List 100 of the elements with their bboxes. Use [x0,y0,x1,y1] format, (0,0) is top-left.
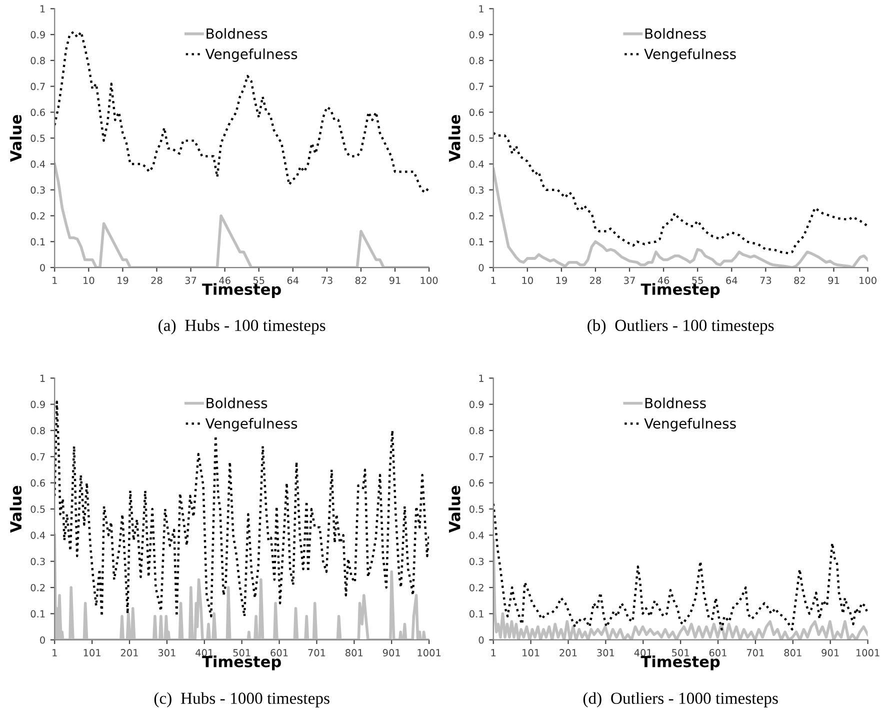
legend-label: Boldness [645,398,706,408]
x-tick-label: 64 [726,276,738,284]
legend-label: Vengefulness [205,48,298,62]
y-tick-label: 0.9 [470,400,484,408]
line-series [493,132,868,254]
x-axis-title: Timestep [202,656,281,670]
y-tick-label: 0 [478,264,484,272]
y-tick-label: 0.4 [30,532,46,539]
y-tick-label: 0.2 [30,212,45,220]
x-tick-label: 19 [556,276,567,284]
x-tick-label: 501 [233,649,250,656]
x-axis-title: Timestep [202,283,281,298]
y-tick-label: 0.1 [470,238,484,246]
y-tick-label: 0.8 [30,426,45,434]
x-tick-label: 100 [420,276,438,284]
x-tick-label: 1 [491,276,496,284]
y-tick-label: 0.9 [470,31,484,38]
x-tick-label: 10 [522,276,533,284]
y-tick-label: 0.4 [30,160,46,168]
y-tick-label: 0.3 [30,558,45,566]
text: (c) Hubs - 1000 timesteps [154,692,330,708]
y-tick-label: 0.8 [30,56,45,64]
legend-label: Vengefulness [205,418,298,432]
x-tick-label: 19 [118,276,128,284]
x-tick-label: 46 [658,276,670,284]
x-tick-label: 801 [346,649,363,656]
x-tick-label: 28 [590,276,601,284]
y-tick-label: 1 [479,374,484,382]
legend-label: Boldness [206,28,268,39]
x-tick-label: 901 [382,649,400,656]
legend-label: Vengefulness [644,418,736,432]
y-axis-title: Value [448,114,460,162]
y-axis-title: Value [10,114,22,162]
legend-label: Boldness [645,28,706,39]
x-tick-label: 91 [828,276,840,284]
legend-label: Boldness [206,398,268,408]
x-tick-label: 601 [270,649,288,656]
y-axis-title: Value [10,486,22,533]
x-tick-label: 64 [287,276,299,284]
legend-label: Vengefulness [644,48,736,62]
y-tick-label: 0.7 [30,453,45,460]
x-tick-label: 1001 [856,649,880,656]
text: (a) Hubs - 100 timesteps [158,319,326,334]
x-tick-label: 100 [860,276,876,284]
x-tick-label: 301 [597,649,614,656]
x-tick-label: 73 [322,276,332,284]
y-tick-label: 0 [40,636,45,644]
y-tick-label: 0.5 [30,134,45,142]
y-tick-label: 0.9 [30,31,45,38]
x-tick-label: 701 [308,649,326,656]
x-tick-label: 82 [355,276,366,284]
x-tick-label: 101 [522,649,540,656]
x-tick-label: 10 [84,276,94,284]
y-tick-label: 0.2 [30,584,45,592]
x-tick-label: 1 [491,649,496,656]
y-tick-label: 1 [479,5,484,12]
x-tick-label: 91 [389,276,400,284]
y-tick-label: 0.4 [470,532,484,539]
y-tick-label: 0 [478,636,484,644]
text: (d) Outliers - 1000 timesteps [583,692,778,708]
y-tick-label: 0.2 [470,584,484,592]
x-tick-label: 1001 [418,649,441,656]
y-tick-label: 0.5 [470,134,484,142]
y-tick-label: 0.5 [30,505,45,513]
x-tick-label: 82 [794,276,805,284]
y-tick-label: 0.7 [470,82,484,90]
y-tick-label: 0.1 [470,610,484,618]
y-tick-label: 0.3 [470,186,484,194]
y-tick-label: 1 [40,374,45,382]
x-tick-label: 301 [158,649,176,656]
y-tick-label: 0 [40,264,45,272]
x-tick-label: 801 [784,649,802,656]
y-tick-label: 0.4 [470,160,484,168]
y-tick-label: 0.7 [470,453,484,460]
text: (b) Outliers - 100 timesteps [588,319,774,334]
y-tick-label: 0.6 [30,479,45,487]
x-axis-title: Timestep [640,656,720,670]
y-tick-label: 0.5 [470,505,484,513]
x-tick-label: 101 [84,649,100,656]
x-tick-label: 46 [219,276,230,284]
y-tick-label: 0.9 [30,400,45,408]
y-tick-label: 0.8 [470,426,484,434]
x-tick-label: 701 [746,649,764,656]
y-tick-label: 0.8 [470,56,484,64]
x-tick-label: 55 [692,276,703,284]
line-series [493,502,868,630]
x-tick-label: 55 [253,276,264,284]
x-tick-label: 1 [52,276,57,284]
x-tick-label: 37 [185,276,196,284]
x-tick-label: 73 [760,276,772,284]
x-tick-label: 28 [151,276,162,284]
y-tick-label: 0.2 [470,212,484,220]
y-tick-label: 0.1 [30,238,45,246]
y-tick-label: 0.6 [470,108,484,116]
x-tick-label: 37 [624,276,635,284]
x-tick-label: 201 [120,649,138,656]
x-tick-label: 201 [560,649,577,656]
y-tick-label: 0.6 [470,479,484,487]
x-tick-label: 601 [709,649,726,656]
y-tick-label: 0.3 [470,558,484,566]
